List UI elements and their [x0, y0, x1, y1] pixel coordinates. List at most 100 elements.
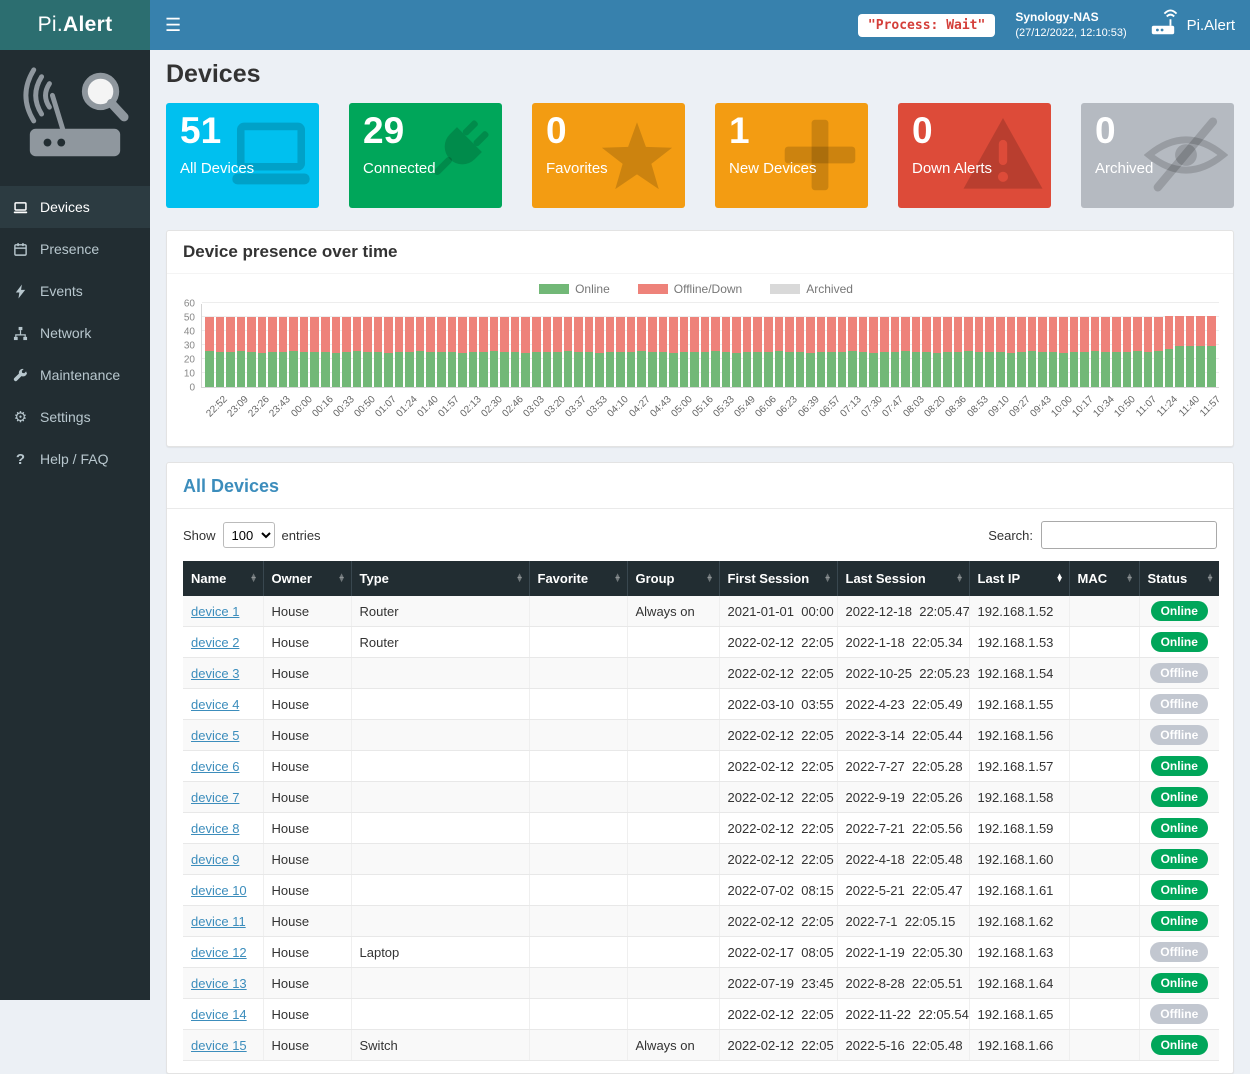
chart-bar[interactable] [237, 317, 246, 387]
column-header-favorite[interactable]: Favorite▲▼ [529, 561, 627, 596]
sort-icon[interactable]: ▲▼ [1056, 574, 1064, 584]
chart-bar[interactable] [711, 317, 720, 387]
chart-bar[interactable] [891, 317, 900, 387]
chart-bar[interactable] [279, 317, 288, 387]
device-link[interactable]: device 14 [191, 1007, 247, 1022]
chart-bar[interactable] [1028, 317, 1037, 387]
chart-bar[interactable] [258, 317, 267, 387]
chart-bar[interactable] [1038, 317, 1047, 387]
chart-bar[interactable] [775, 317, 784, 387]
column-header-name[interactable]: Name▲▼ [183, 561, 263, 596]
chart-bar[interactable] [300, 317, 309, 387]
chart-bar[interactable] [216, 317, 225, 387]
device-link[interactable]: device 6 [191, 759, 239, 774]
chart-bar[interactable] [996, 317, 1005, 387]
chart-bar[interactable] [648, 317, 657, 387]
sort-icon[interactable]: ▲▼ [824, 574, 832, 584]
device-link[interactable]: device 8 [191, 821, 239, 836]
chart-bar[interactable] [458, 317, 467, 387]
sort-icon[interactable]: ▲▼ [250, 574, 258, 584]
chart-bar[interactable] [838, 317, 847, 387]
column-header-status[interactable]: Status▲▼ [1139, 561, 1219, 596]
chart-bar[interactable] [869, 317, 878, 387]
legend-item-archived[interactable]: Archived [770, 282, 853, 296]
chart-bar[interactable] [479, 317, 488, 387]
chart-bar[interactable] [880, 317, 889, 387]
chart-bar[interactable] [595, 317, 604, 387]
search-input[interactable] [1041, 521, 1217, 549]
chart-bar[interactable] [374, 317, 383, 387]
chart-bar[interactable] [701, 317, 710, 387]
chart-bar[interactable] [1091, 317, 1100, 387]
chart-bar[interactable] [1017, 317, 1026, 387]
chart-bar[interactable] [448, 317, 457, 387]
chart-bar[interactable] [785, 317, 794, 387]
chart-bar[interactable] [289, 317, 298, 387]
chart-bar[interactable] [1123, 317, 1132, 387]
chart-bar[interactable] [606, 317, 615, 387]
sort-icon[interactable]: ▲▼ [706, 574, 714, 584]
chart-bar[interactable] [1175, 316, 1184, 387]
chart-bar[interactable] [1196, 316, 1205, 387]
chart-bar[interactable] [574, 317, 583, 387]
sidebar-item-events[interactable]: Events [0, 270, 150, 312]
chart-bar[interactable] [521, 317, 530, 387]
chart-bar[interactable] [426, 317, 435, 387]
device-link[interactable]: device 1 [191, 604, 239, 619]
chart-bar[interactable] [1165, 316, 1174, 387]
device-link[interactable]: device 2 [191, 635, 239, 650]
chart-bar[interactable] [680, 317, 689, 387]
chart-bar[interactable] [985, 317, 994, 387]
page-length-select[interactable]: 100 [223, 522, 275, 548]
chart-bar[interactable] [342, 317, 351, 387]
sidebar-item-settings[interactable]: ⚙Settings [0, 396, 150, 438]
device-link[interactable]: device 4 [191, 697, 239, 712]
chart-bar[interactable] [321, 317, 330, 387]
chart-bar[interactable] [332, 317, 341, 387]
sidebar-item-presence[interactable]: Presence [0, 228, 150, 270]
chart-bar[interactable] [1059, 317, 1068, 387]
chart-bar[interactable] [543, 317, 552, 387]
column-header-group[interactable]: Group▲▼ [627, 561, 719, 596]
chart-bar[interactable] [405, 317, 414, 387]
chart-bar[interactable] [722, 317, 731, 387]
chart-bar[interactable] [806, 317, 815, 387]
chart-bar[interactable] [226, 317, 235, 387]
chart-bar[interactable] [553, 317, 562, 387]
chart-bar[interactable] [859, 317, 868, 387]
chart-bar[interactable] [901, 317, 910, 387]
chart-bar[interactable] [659, 317, 668, 387]
chart-bar[interactable] [363, 317, 372, 387]
chart-bar[interactable] [627, 317, 636, 387]
chart-bar[interactable] [933, 317, 942, 387]
chart-bar[interactable] [1133, 317, 1142, 387]
chart-bar[interactable] [247, 317, 256, 387]
chart-bar[interactable] [817, 317, 826, 387]
legend-item-offline-down[interactable]: Offline/Down [638, 282, 742, 296]
chart-bar[interactable] [1186, 316, 1195, 387]
chart-bar[interactable] [1112, 317, 1121, 387]
sort-icon[interactable]: ▲▼ [956, 574, 964, 584]
sidebar-item-network[interactable]: Network [0, 312, 150, 354]
chart-bar[interactable] [1207, 316, 1216, 387]
device-link[interactable]: device 3 [191, 666, 239, 681]
chart-bar[interactable] [637, 317, 646, 387]
column-header-owner[interactable]: Owner▲▼ [263, 561, 351, 596]
chart-bar[interactable] [1007, 317, 1016, 387]
chart-bar[interactable] [1154, 317, 1163, 387]
sort-icon[interactable]: ▲▼ [516, 574, 524, 584]
chart-bar[interactable] [490, 317, 499, 387]
sort-icon[interactable]: ▲▼ [1126, 574, 1134, 584]
chart-bar[interactable] [764, 317, 773, 387]
sort-icon[interactable]: ▲▼ [338, 574, 346, 584]
chart-bar[interactable] [616, 317, 625, 387]
column-header-first-session[interactable]: First Session▲▼ [719, 561, 837, 596]
chart-bar[interactable] [1070, 317, 1079, 387]
sidebar-item-help-faq[interactable]: ?Help / FAQ [0, 438, 150, 480]
device-link[interactable]: device 5 [191, 728, 239, 743]
device-link[interactable]: device 13 [191, 976, 247, 991]
